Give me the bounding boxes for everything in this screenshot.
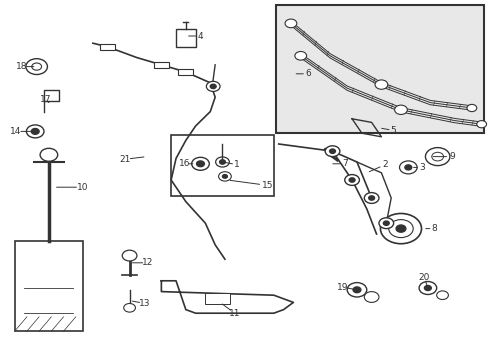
Circle shape	[404, 165, 411, 170]
Text: 14: 14	[10, 127, 21, 136]
Text: 4: 4	[197, 32, 203, 41]
Circle shape	[364, 292, 378, 302]
Text: 7: 7	[341, 159, 347, 168]
Circle shape	[294, 51, 306, 60]
Circle shape	[219, 160, 225, 164]
Circle shape	[431, 152, 443, 161]
Circle shape	[476, 121, 486, 128]
Circle shape	[344, 175, 359, 185]
Text: 11: 11	[228, 309, 240, 318]
Circle shape	[285, 19, 296, 28]
Circle shape	[222, 175, 227, 178]
Circle shape	[388, 220, 412, 238]
Circle shape	[436, 291, 447, 300]
Text: 21: 21	[119, 155, 130, 164]
Bar	[171, 135, 273, 196]
Circle shape	[196, 161, 204, 167]
Circle shape	[425, 148, 449, 166]
Circle shape	[26, 59, 47, 75]
FancyBboxPatch shape	[276, 5, 483, 133]
Bar	[15, 241, 83, 331]
Text: 20: 20	[418, 273, 429, 282]
Text: 13: 13	[138, 299, 150, 308]
Bar	[178, 69, 193, 75]
Circle shape	[380, 213, 421, 244]
Bar	[205, 293, 229, 304]
Circle shape	[383, 221, 388, 225]
Circle shape	[346, 283, 366, 297]
Circle shape	[26, 125, 44, 138]
Circle shape	[424, 285, 430, 291]
Circle shape	[374, 80, 387, 89]
Circle shape	[32, 63, 41, 70]
Circle shape	[123, 303, 135, 312]
Circle shape	[40, 148, 58, 161]
Circle shape	[418, 282, 436, 294]
Bar	[154, 62, 168, 68]
Text: 8: 8	[430, 224, 436, 233]
Text: 18: 18	[16, 62, 28, 71]
Circle shape	[325, 146, 339, 157]
Text: 6: 6	[305, 69, 310, 78]
Circle shape	[218, 172, 231, 181]
Circle shape	[394, 105, 407, 114]
Circle shape	[215, 157, 229, 167]
Text: 15: 15	[262, 181, 273, 190]
Circle shape	[206, 81, 220, 91]
Text: 5: 5	[390, 126, 396, 135]
Circle shape	[466, 104, 476, 112]
Text: 3: 3	[418, 163, 424, 172]
Bar	[176, 29, 195, 47]
Text: 16: 16	[179, 159, 190, 168]
Text: 19: 19	[336, 283, 347, 292]
Circle shape	[31, 129, 39, 134]
Circle shape	[378, 218, 393, 229]
Circle shape	[122, 250, 137, 261]
Bar	[100, 44, 115, 50]
Text: 1: 1	[234, 160, 240, 169]
Circle shape	[364, 193, 378, 203]
Circle shape	[210, 84, 216, 89]
Circle shape	[348, 178, 354, 182]
Circle shape	[368, 196, 374, 200]
Circle shape	[395, 225, 405, 232]
Circle shape	[329, 149, 335, 153]
Text: 10: 10	[77, 183, 89, 192]
Text: 2: 2	[382, 160, 387, 169]
Circle shape	[191, 157, 209, 170]
Circle shape	[352, 287, 360, 293]
Text: 9: 9	[448, 152, 454, 161]
Circle shape	[399, 161, 416, 174]
Text: 12: 12	[142, 258, 153, 267]
Text: 17: 17	[40, 95, 51, 104]
